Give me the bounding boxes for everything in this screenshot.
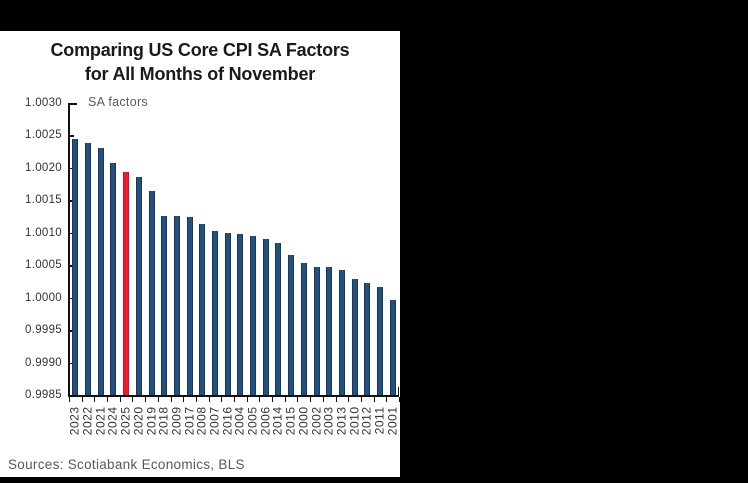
bar-2008 [199,223,206,395]
x-axis-label: 2000 [296,406,311,436]
x-axis-tick [183,396,185,402]
y-axis-label: 1.0005 [25,259,62,272]
x-axis-label: 2011 [372,406,387,435]
x-axis-tick [272,396,274,402]
y-axis-top-cap [68,103,77,105]
x-axis-tick [132,396,134,402]
x-axis-tick [297,396,299,402]
y-axis-tick [68,330,74,332]
x-axis-tick [221,396,223,402]
y-axis-label: 0.9990 [25,356,62,369]
bar-2004 [237,234,244,395]
bar-2007 [211,230,218,395]
bar-chart: SA factors 1.0030 1.0025 1.0020 1.0015 1.001… [0,93,400,453]
y-axis-label: 1.0020 [25,161,62,174]
bar-2005 [250,236,257,395]
chart-panel: Comparing US Core CPI SA Factors for All… [0,31,400,477]
chart-title: Comparing US Core CPI SA Factors for All… [0,38,400,86]
y-axis-label: 1.0010 [25,226,62,239]
y-axis-tick [68,135,74,137]
bar-2023 [72,138,79,395]
x-axis-tick [81,396,83,402]
x-axis-label: 2020 [131,406,146,436]
bar-2013 [338,269,345,395]
bar-2006 [262,238,269,395]
x-axis-tick [246,396,248,402]
x-axis-tick [284,396,286,402]
x-axis-tick [195,396,197,402]
y-axis-label: 1.0030 [25,97,62,109]
axis-caption: SA factors [88,95,148,109]
sources-note: Sources: Scotiabank Economics, BLS [8,457,245,472]
y-axis-tick [68,362,74,365]
y-axis-line [68,103,70,397]
y-axis-label: 0.9985 [25,389,62,401]
x-axis-tick [157,396,159,402]
bar-2019 [148,191,155,395]
x-axis-tick [322,396,324,402]
bar-2009 [173,215,180,395]
chart-title-line2: for All Months of November [84,64,316,84]
bar-2022 [85,143,92,395]
x-axis-tick [399,396,400,402]
x-axis-tick [373,396,375,402]
y-axis-tick [68,200,74,202]
x-axis-tick [170,396,172,402]
x-axis-tick [94,396,96,402]
bar-2014 [275,242,282,395]
bar-2017 [186,216,193,395]
y-axis-tick [68,265,74,267]
y-axis-label: 1.0000 [25,291,62,304]
x-axis-end-cap [397,387,399,395]
x-axis-tick [360,396,362,402]
bar-2016 [224,232,231,395]
x-axis-tick [310,396,312,402]
x-axis-tick [119,396,121,402]
x-axis-tick [69,396,70,402]
x-axis-tick [348,396,350,402]
bar-highlight-2025 [123,171,130,395]
bar-2003 [326,266,333,395]
bar-2002 [313,266,320,395]
x-axis-tick [234,396,235,402]
bar-2000 [300,263,307,395]
bar-2015 [288,255,295,395]
x-axis-label: 2001 [385,406,400,436]
bar-2010 [351,278,358,395]
bar-2012 [364,283,371,395]
y-axis-label: 0.9995 [25,324,62,337]
y-axis-tick [68,232,74,235]
x-axis-tick [107,396,109,402]
x-axis-tick [335,396,337,402]
bar-2018 [161,215,168,395]
x-axis-tick [145,396,147,402]
x-axis-tick [259,396,261,402]
bar-2020 [135,176,142,395]
bar-2021 [97,148,104,395]
x-axis-label: 2013 [334,406,349,436]
x-axis-label: 2007 [207,406,222,436]
x-axis-label: 2009 [169,406,184,436]
x-axis-tick [386,396,388,402]
chart-title-line1: Comparing US Core CPI SA Factors [50,40,350,60]
x-axis-line [68,395,399,397]
bar-2011 [376,286,383,395]
x-axis-tick [208,396,210,402]
bar-2001 [389,299,396,395]
bar-2024 [110,162,117,395]
y-axis-label: 1.0015 [25,194,62,207]
y-axis-label: 1.0025 [25,129,62,142]
y-axis-tick [68,167,74,170]
y-axis-tick [68,297,74,300]
